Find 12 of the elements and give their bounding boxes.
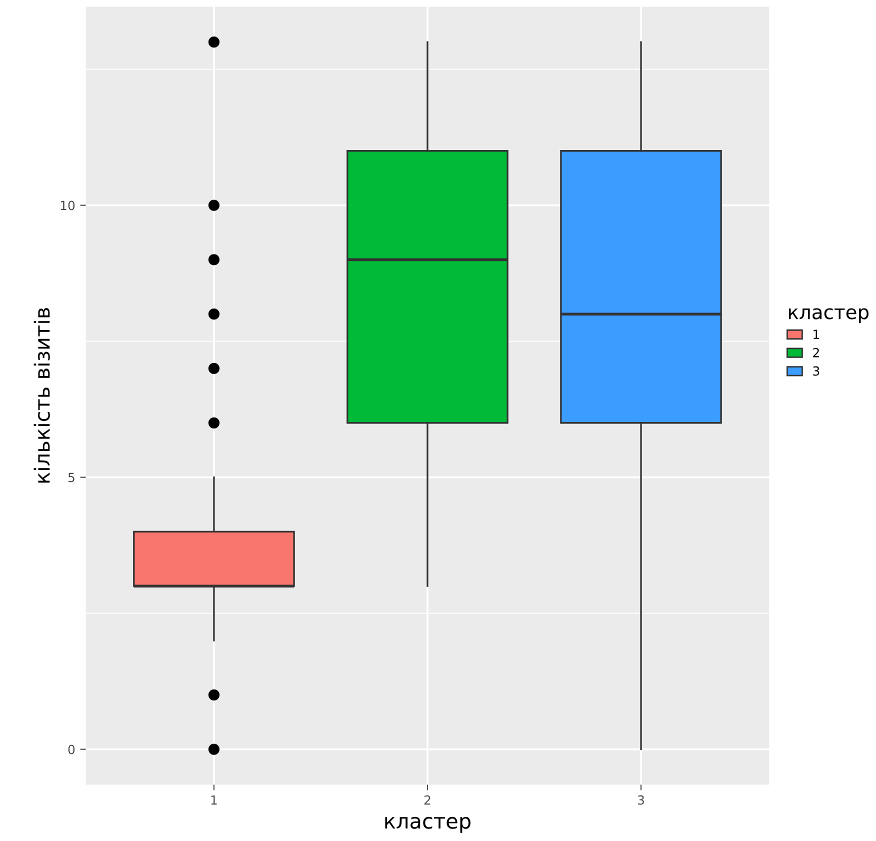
x-tick-label: 3 [638,795,644,805]
y-axis-title: кількість візитів [34,308,50,483]
x-axis-title: кластер [385,816,470,833]
y-tick-label: 10 [60,200,75,210]
x-tick-label: 1 [211,795,217,805]
x-tick-label: 2 [424,795,430,805]
y-tick-label: 0 [68,744,75,754]
legend-label: 1 [814,330,820,339]
legend-title: кластер [788,308,869,324]
legend-label: 2 [813,348,819,358]
y-tick-label: 5 [68,472,74,482]
legend-label: 3 [813,366,820,376]
